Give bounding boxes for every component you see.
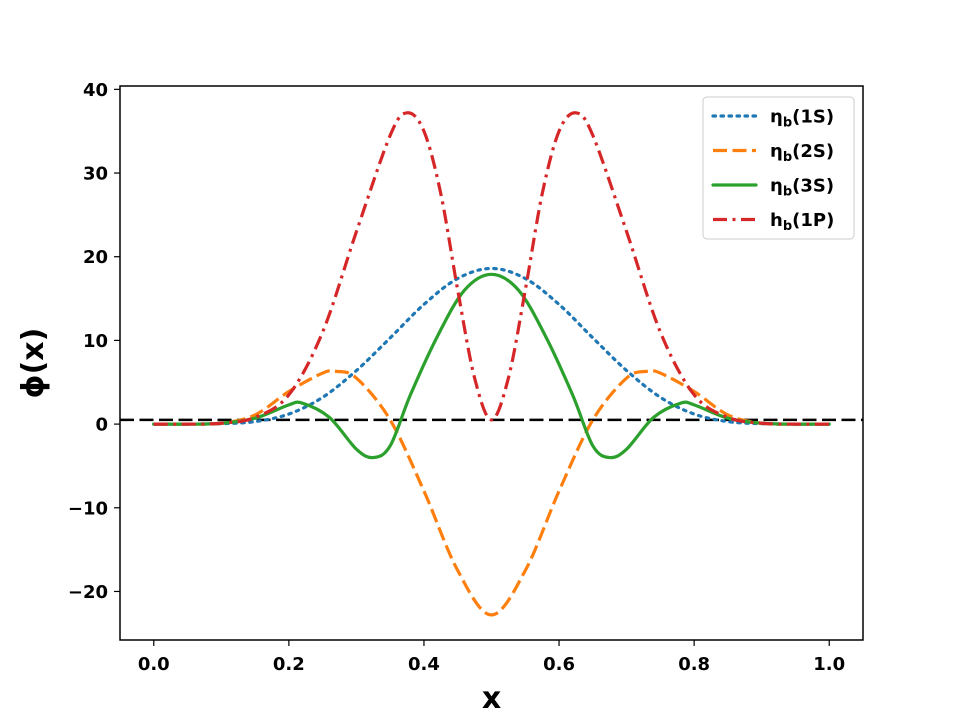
legend-label: ηb(1S) — [770, 107, 834, 131]
series-line-2 — [153, 369, 830, 617]
legend-label: hb(1P) — [770, 210, 834, 234]
series-line-1 — [152, 266, 831, 426]
x-tick-label: 1.0 — [813, 654, 845, 675]
legend: ηb(1S) ηb(2S) ηb(3S) hb(1P) — [702, 96, 855, 240]
legend-entry-1: ηb(1S) — [711, 107, 834, 131]
series-line-4 — [153, 111, 830, 426]
y-tick-label: −20 — [68, 582, 108, 603]
legend-box — [702, 96, 855, 240]
y-axis-label: ϕ(x) — [16, 328, 51, 399]
legend-entry-3: ηb(3S) — [711, 176, 834, 200]
x-tick-label: 0.0 — [138, 654, 170, 675]
x-axis-label: x — [482, 681, 501, 716]
x-tick-label: 0.6 — [543, 654, 575, 675]
x-tick-label: 0.8 — [678, 654, 710, 675]
legend-entry-2: ηb(2S) — [713, 141, 834, 165]
y-tick-label: 30 — [83, 164, 108, 185]
series-layer — [152, 111, 831, 617]
legend-label: ηb(3S) — [770, 176, 834, 200]
y-tick-label: −10 — [68, 498, 108, 519]
y-tick-label: 10 — [83, 331, 108, 352]
legend-label: ηb(2S) — [770, 141, 834, 165]
y-tick-label: 20 — [83, 247, 108, 268]
x-tick-label: 0.2 — [273, 654, 305, 675]
x-tick-label: 0.4 — [408, 654, 440, 675]
y-axis-ticks: −20 −10 0 10 20 30 40 — [68, 80, 120, 603]
plot-frame — [119, 85, 864, 641]
legend-entry-4: hb(1P) — [713, 210, 834, 234]
series-line-3 — [152, 272, 831, 460]
x-axis-ticks: 0.0 0.2 0.4 0.6 0.8 1.0 — [138, 640, 845, 675]
y-tick-label: 0 — [95, 415, 108, 436]
y-tick-label: 40 — [83, 80, 108, 101]
